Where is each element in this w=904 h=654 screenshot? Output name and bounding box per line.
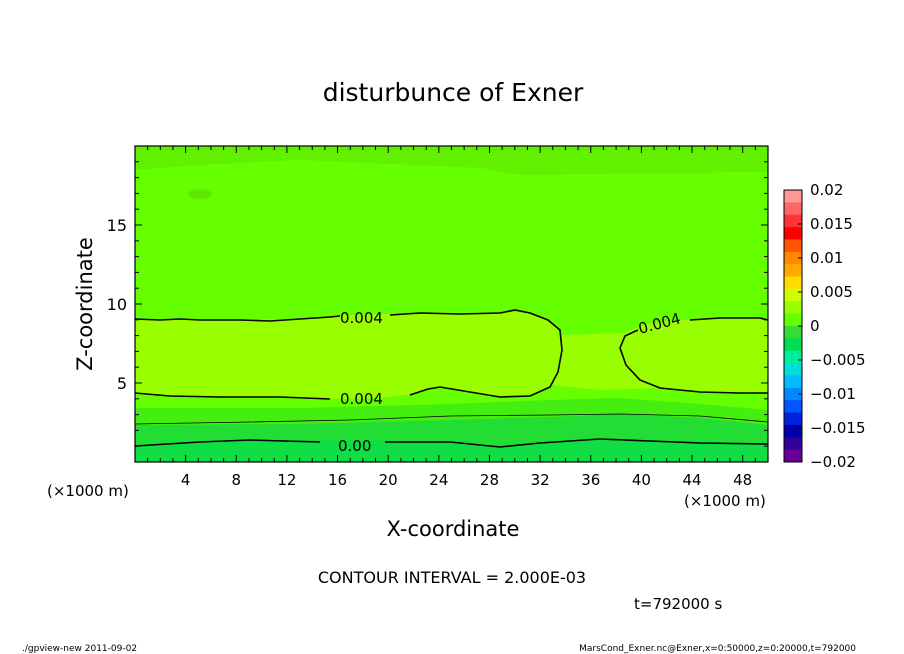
chart-title: disturbunce of Exner xyxy=(323,78,584,107)
colorbar-swatch xyxy=(784,301,802,315)
contour-line-lower-left xyxy=(134,392,331,400)
contour-label: 0.00 xyxy=(338,437,371,455)
colorbar-swatch xyxy=(784,375,802,389)
x-tick-label: 4 xyxy=(181,471,191,489)
colorbar-swatch xyxy=(784,338,802,352)
fill-mid-gap xyxy=(552,333,660,390)
contour-labels: 0.004 0.004 0.004 0.00 xyxy=(338,309,683,455)
colorbar-swatch xyxy=(784,424,802,438)
contour-label: 0.004 xyxy=(340,309,383,327)
colorbar-ticks: 0.02 0.015 0.01 0.005 0 −0.005 −0.01 −0.015 −0.0… xyxy=(798,181,866,471)
contour-line-thin xyxy=(134,413,769,425)
colorbar-swatch xyxy=(784,227,802,240)
x-unit-label: (×1000 m) xyxy=(684,492,766,510)
colorbar-swatch xyxy=(784,276,802,290)
x-tick-label: 32 xyxy=(531,471,550,489)
contour-line-upper-left xyxy=(134,315,341,322)
y-tick-label: 15 xyxy=(107,216,127,235)
colorbar-swatch xyxy=(784,313,802,327)
x-tick-label: 12 xyxy=(277,471,296,489)
x-axis-label: X-coordinate xyxy=(387,517,520,541)
contour-line-upper-mid xyxy=(389,309,563,398)
colorbar-tick-label: −0.005 xyxy=(810,351,866,369)
colorbar-swatch xyxy=(784,264,802,278)
x-tick-label: 8 xyxy=(232,471,242,489)
contour-label: 0.004 xyxy=(340,390,383,408)
colorbar-tick-label: 0.01 xyxy=(810,249,843,267)
colorbar-swatch xyxy=(784,251,802,265)
colorbar-tick-label: 0.02 xyxy=(810,181,843,199)
y-axis: 5 10 15 xyxy=(107,161,768,447)
contour-line-bottom-right xyxy=(385,438,769,448)
x-tick-label: 24 xyxy=(429,471,448,489)
colorbar-tick-label: 0.005 xyxy=(810,283,853,301)
colorbar-tick-label: 0 xyxy=(810,317,820,335)
x-tick-label: 44 xyxy=(682,471,701,489)
fill-low-band-3 xyxy=(135,440,768,462)
contour-interval-text: CONTOUR INTERVAL = 2.000E-03 xyxy=(318,568,586,587)
y-axis-label: Z-coordinate xyxy=(73,237,97,371)
contour-line-upper-right xyxy=(689,317,769,321)
colorbar-swatch xyxy=(784,387,802,401)
colorbar-swatch xyxy=(784,202,802,216)
contour-fills xyxy=(135,146,768,462)
y-tick-label: 10 xyxy=(107,295,127,314)
x-tick-label: 40 xyxy=(632,471,651,489)
x-tick-label: 36 xyxy=(581,471,600,489)
colorbar-swatch xyxy=(784,400,802,414)
colorbar-swatch xyxy=(784,437,802,451)
colorbar-swatch xyxy=(784,239,802,253)
colorbar-swatch xyxy=(784,363,802,376)
colorbar-tick-label: 0.015 xyxy=(810,215,853,233)
fill-small-spot xyxy=(188,189,212,199)
fill-mid-left xyxy=(135,312,562,399)
contour-line-right-lobe xyxy=(619,329,768,394)
fill-mid-right xyxy=(622,318,768,393)
x-tick-label: 48 xyxy=(733,471,752,489)
colorbar xyxy=(783,189,803,463)
colorbar-swatch xyxy=(784,412,802,426)
time-label: t=792000 s xyxy=(634,595,722,613)
colorbar-swatch xyxy=(784,326,802,339)
colorbar-swatch xyxy=(784,190,802,203)
colorbar-swatch xyxy=(784,214,802,228)
colorbar-tick-label: −0.02 xyxy=(810,453,856,471)
colorbar-swatch xyxy=(784,449,802,463)
colorbar-swatch xyxy=(784,288,802,302)
x-tick-label: 16 xyxy=(328,471,347,489)
contour-line-bottom-left xyxy=(134,439,321,447)
x-axis: 4 8 12 16 20 24 28 32 36 40 44 48 xyxy=(147,146,756,489)
footer-right: MarsCond_Exner.nc@Exner,x=0:50000,z=0:20… xyxy=(579,644,856,654)
contour-lines xyxy=(134,309,769,448)
x-tick-label: 28 xyxy=(480,471,499,489)
fill-top-band xyxy=(135,146,768,175)
x-tick-label: 20 xyxy=(379,471,398,489)
y-tick-label: 5 xyxy=(117,374,127,393)
colorbar-swatch xyxy=(784,350,802,364)
colorbar-tick-label: −0.015 xyxy=(810,419,866,437)
y-unit-label: (×1000 m) xyxy=(47,482,129,500)
footer-left: ./gpview-new 2011-09-02 xyxy=(22,644,137,654)
colorbar-tick-label: −0.01 xyxy=(810,385,856,403)
